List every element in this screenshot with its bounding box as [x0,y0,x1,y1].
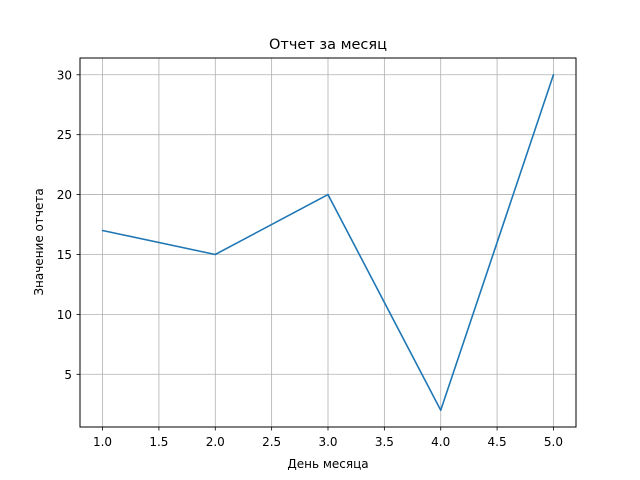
chart-title: Отчет за месяц [269,37,387,53]
data-point [214,253,217,256]
x-tick-label: 1.5 [149,435,168,449]
data-point [552,73,555,76]
x-axis-label: День месяца [287,457,368,471]
data-point [439,409,442,412]
x-tick-label: 3.5 [375,435,394,449]
y-tick-label: 15 [57,248,72,262]
x-tick-label: 2.5 [262,435,281,449]
y-tick-label: 20 [57,188,72,202]
y-tick-label: 10 [57,308,72,322]
x-axis: 1.0 1.5 2.0 2.5 3.0 3.5 4.0 4.5 5.0 [93,427,563,449]
data-point [327,193,329,196]
x-tick-label: 5.0 [544,435,563,449]
y-tick-label: 30 [57,68,72,82]
x-tick-label: 4.0 [431,435,450,449]
y-axis: 5 10 15 20 25 30 [57,68,80,382]
y-tick-label: 25 [57,128,72,142]
x-tick-label: 1.0 [93,435,112,449]
x-tick-label: 3.0 [318,435,337,449]
data-point [101,229,104,232]
x-tick-label: 4.5 [488,435,507,449]
y-tick-label: 5 [64,368,72,382]
x-tick-label: 2.0 [206,435,225,449]
series-layer [101,73,555,412]
y-axis-label: Значение отчета [32,188,46,295]
